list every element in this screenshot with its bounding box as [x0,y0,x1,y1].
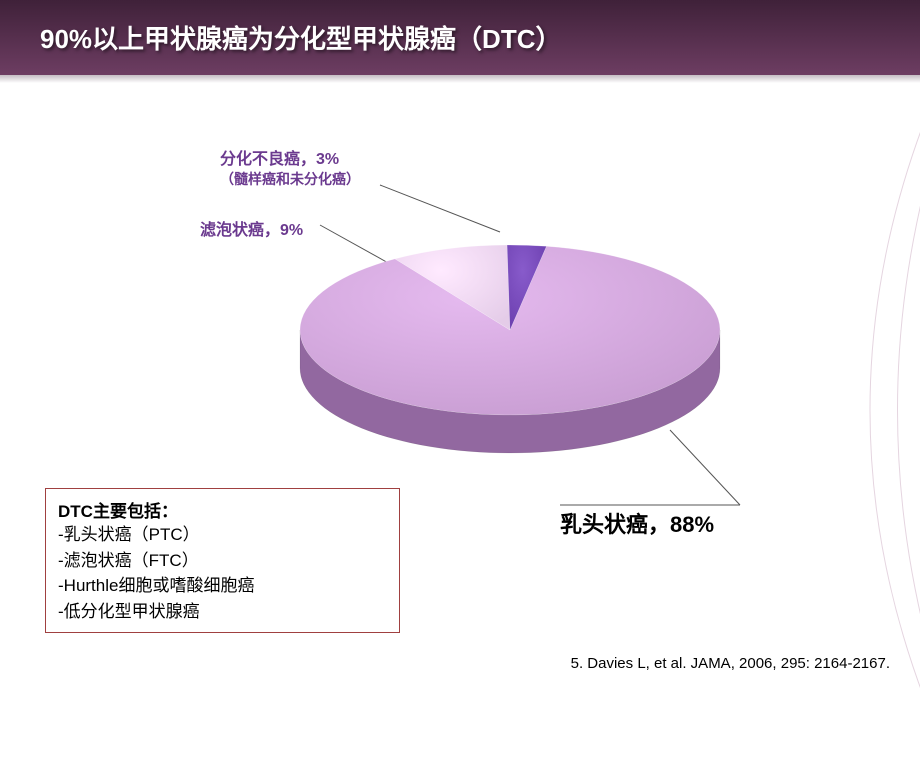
label-slice-2-text: 滤泡状癌，9% [200,222,303,239]
info-box: DTC主要包括： -乳头状癌（PTC） -滤泡状癌（FTC） -Hurthle细… [45,488,400,633]
label-slice-3: 分化不良癌，3% （髓样癌和未分化癌） [220,145,360,189]
slide-header: 90%以上甲状腺癌为分化型甲状腺癌（DTC） [0,0,920,75]
info-line-0: -乳头状癌（PTC） [58,522,387,548]
label-slice-1-text: 乳头状癌，88% [560,512,714,537]
slide-title: 90%以上甲状腺癌为分化型甲状腺癌（DTC） [40,19,561,56]
info-line-3: -低分化型甲状腺癌 [58,599,387,625]
citation: 5. Davies L, et al. JAMA, 2006, 295: 216… [571,655,890,672]
label-slice-3-text: 分化不良癌，3% [220,145,360,169]
label-slice-1: 乳头状癌，88% [560,507,714,539]
info-line-2: -Hurthle细胞或嗜酸细胞癌 [58,573,387,599]
pie-chart [290,230,730,470]
info-line-1: -滤泡状癌（FTC） [58,548,387,574]
label-slice-2: 滤泡状癌，9% [200,216,303,240]
info-box-title: DTC主要包括： [58,497,387,522]
label-slice-3-sub: （髓样癌和未分化癌） [220,169,360,189]
